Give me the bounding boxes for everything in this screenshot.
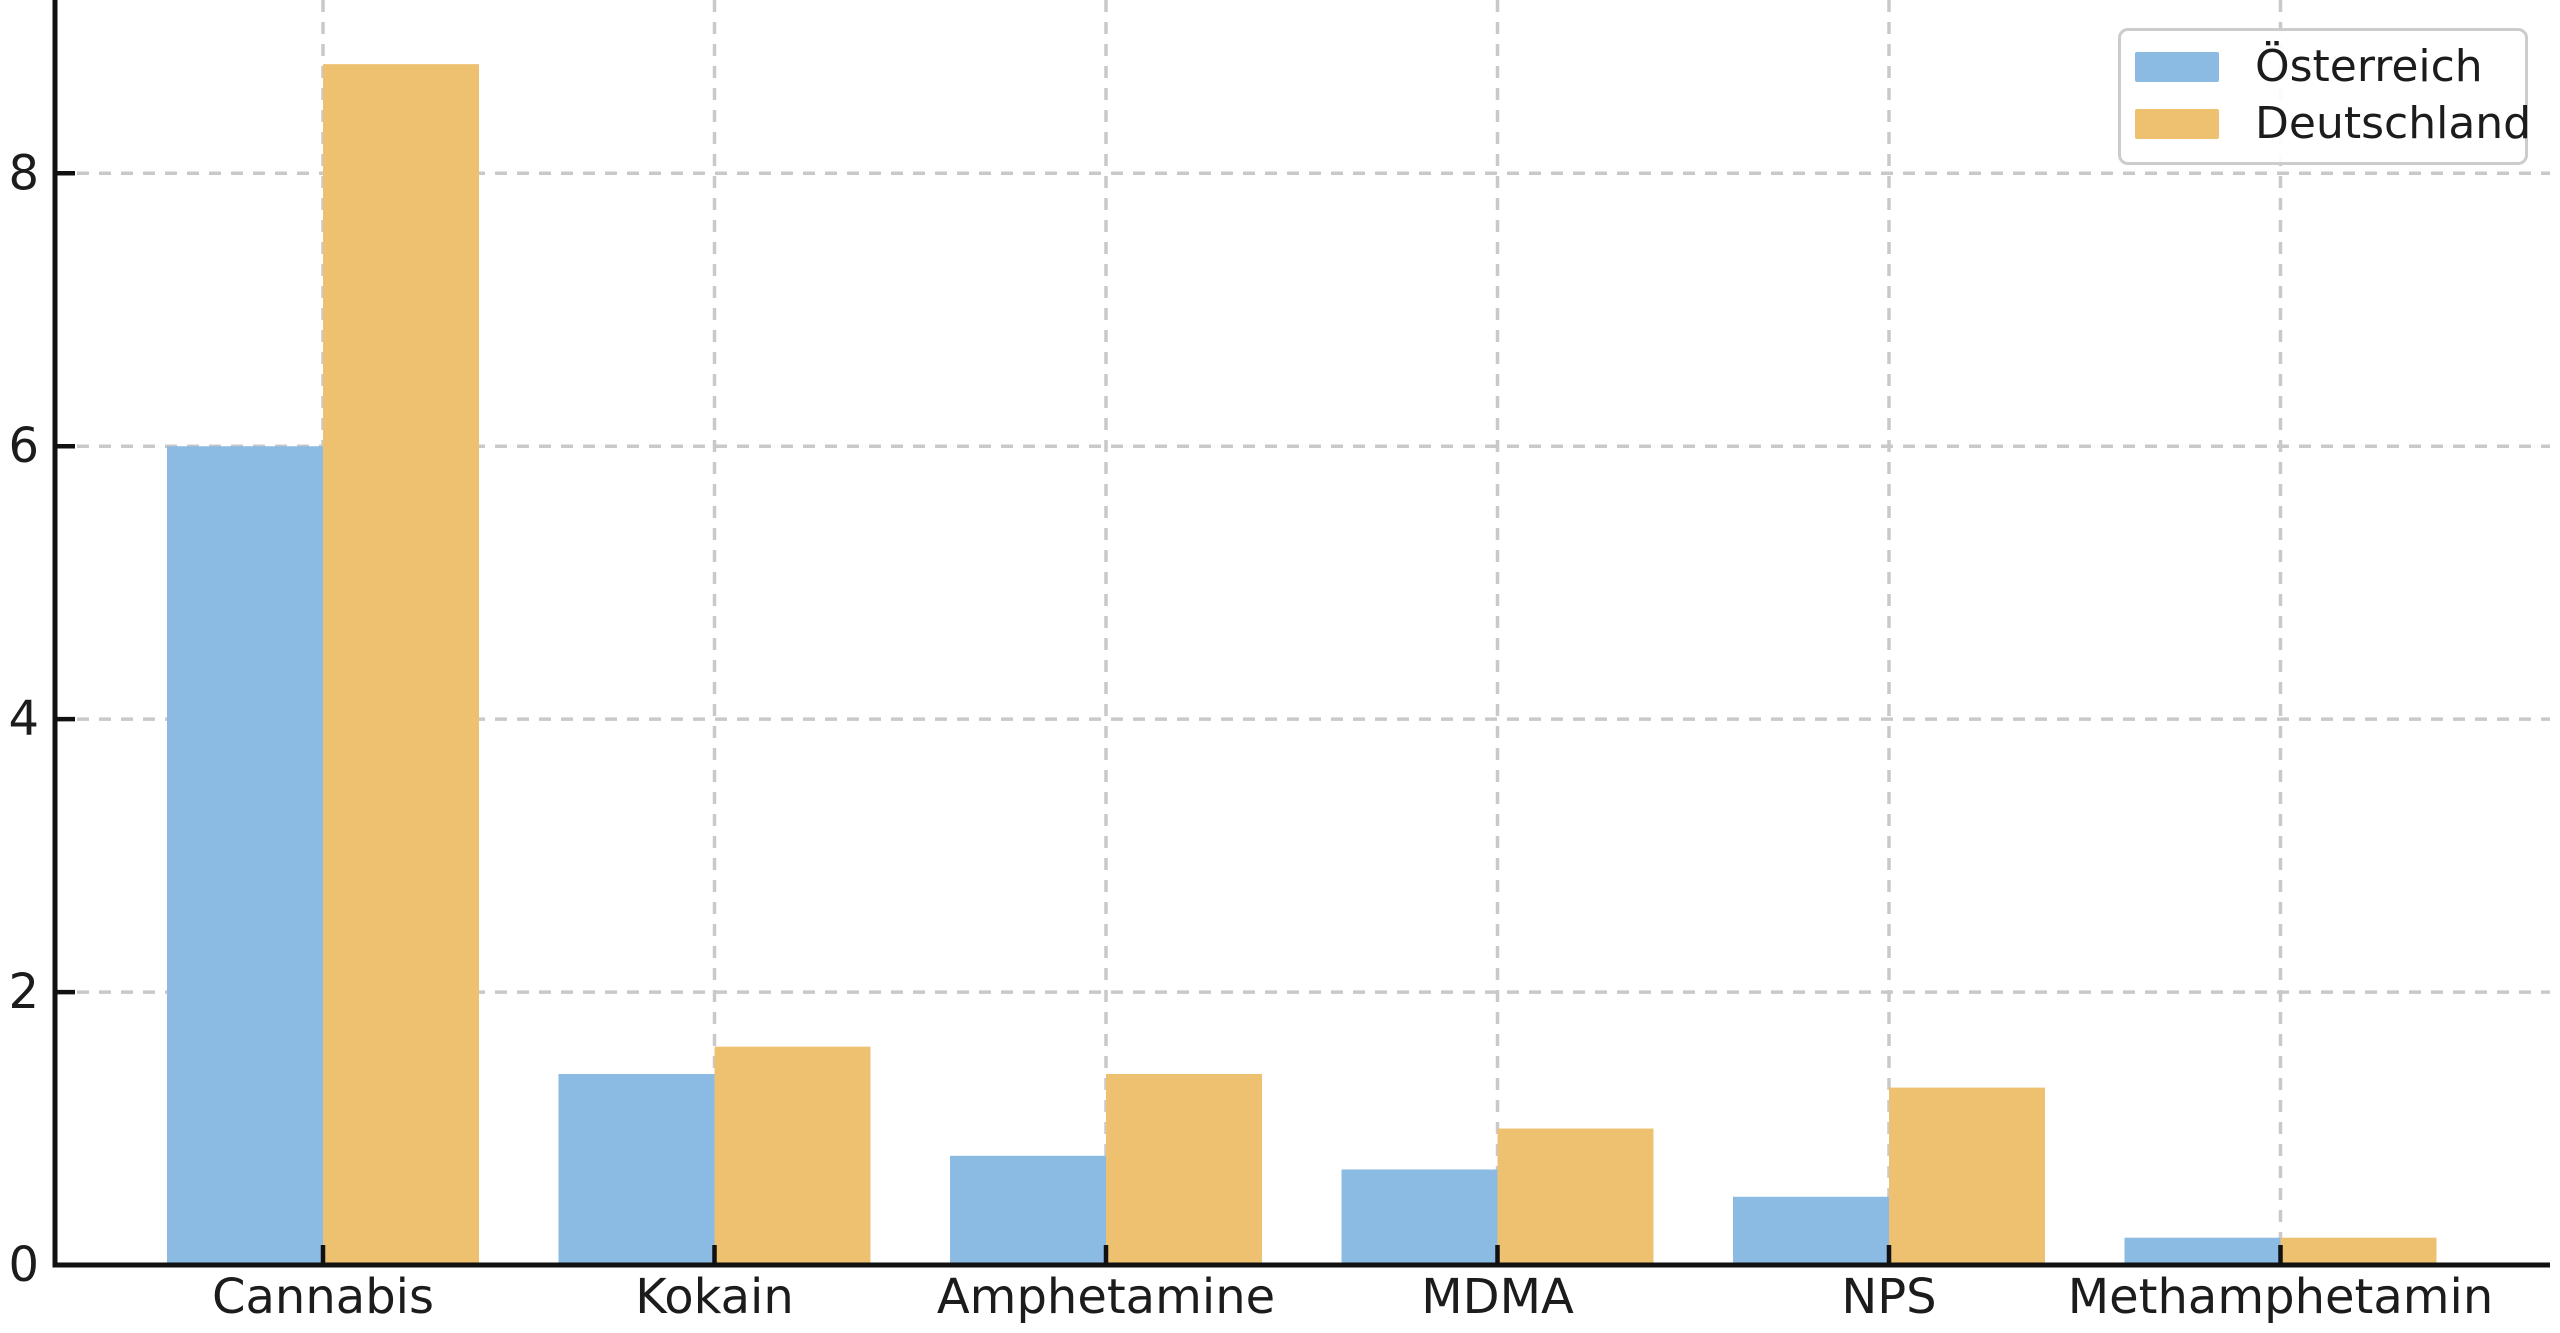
bar-deutschland-kokain[interactable] <box>714 1046 871 1265</box>
legend-item-oesterreich[interactable]: Österreich <box>2135 45 2513 89</box>
bar-österreich-nps[interactable] <box>1733 1196 1889 1265</box>
bar-deutschland-methamphetamin[interactable] <box>2280 1237 2437 1265</box>
y-tick-label-2: 2 <box>8 964 39 1020</box>
y-tick-label-4: 4 <box>8 691 39 747</box>
bar-österreich-cannabis[interactable] <box>167 446 323 1266</box>
bar-österreich-methamphetamin[interactable] <box>2124 1237 2281 1265</box>
bar-deutschland-nps[interactable] <box>1889 1087 2045 1265</box>
legend-label-oesterreich: Österreich <box>2255 41 2483 93</box>
x-tick-label-nps: NPS <box>1841 1269 1936 1325</box>
legend-swatch-deutschland <box>2135 108 2219 139</box>
y-tick-label-6: 6 <box>8 418 39 474</box>
legend[interactable]: Österreich Deutschland <box>2118 28 2531 165</box>
legend-item-deutschland[interactable]: Deutschland <box>2135 101 2531 146</box>
legend-label-deutschland: Deutschland <box>2255 97 2532 149</box>
x-tick-label-kokain: Kokain <box>635 1269 794 1325</box>
bar-österreich-amphetamine[interactable] <box>950 1155 1106 1265</box>
x-tick-label-methamphetamin: Methamphetamin <box>2068 1269 2494 1325</box>
x-tick-label-cannabis: Cannabis <box>212 1269 434 1325</box>
bar-deutschland-amphetamine[interactable] <box>1106 1073 1262 1265</box>
bar-österreich-mdma[interactable] <box>1341 1169 1498 1265</box>
legend-swatch-oesterreich <box>2135 52 2219 83</box>
x-tick-label-amphetamine: Amphetamine <box>937 1269 1275 1325</box>
bar-deutschland-mdma[interactable] <box>1497 1128 1654 1265</box>
bar-österreich-kokain[interactable] <box>558 1073 715 1265</box>
x-tick-label-mdma: MDMA <box>1421 1269 1574 1325</box>
y-tick-label-0: 0 <box>8 1237 39 1293</box>
bar-deutschland-cannabis[interactable] <box>323 64 479 1266</box>
y-tick-label-8: 8 <box>8 145 39 201</box>
